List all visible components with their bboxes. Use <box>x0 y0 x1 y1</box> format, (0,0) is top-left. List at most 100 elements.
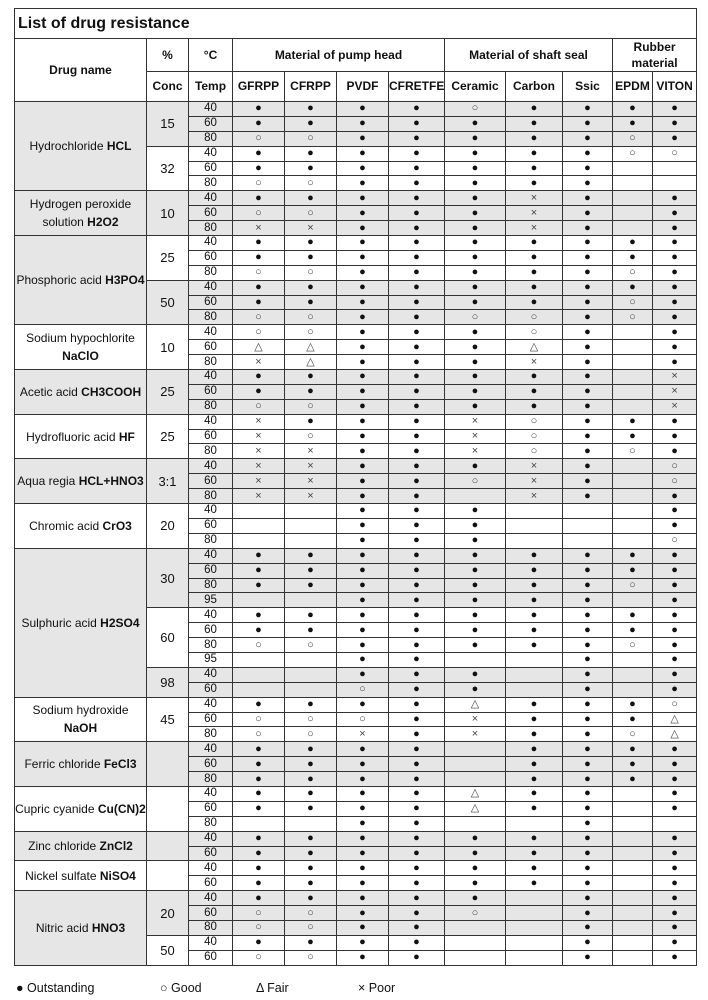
rating-pvdf: ● <box>336 383 389 400</box>
legend-symbol: × <box>358 981 366 995</box>
rating-carbon <box>505 905 563 921</box>
rating-carbon: ● <box>505 622 563 639</box>
rating-carbon: ○ <box>505 309 563 326</box>
rating-carbon: ● <box>505 398 563 415</box>
rating-viton: ● <box>651 101 698 117</box>
rating-viton: ● <box>651 651 698 668</box>
rating-cfretfe: ● <box>388 205 445 222</box>
table-row: Acetic acid CH3COOH 25 40 ● ● ● ● ● ● ● × <box>14 369 698 415</box>
rating-cfrpp: ● <box>284 696 337 713</box>
rating-cfrpp: ● <box>284 785 337 802</box>
rating-ssic: ● <box>562 622 613 639</box>
rating-viton: ● <box>651 488 698 505</box>
rating-viton: ● <box>651 756 698 773</box>
rating-carbon: ● <box>505 130 563 147</box>
rating-viton: ● <box>651 860 698 877</box>
rating-carbon: ● <box>505 845 563 862</box>
rating-pvdf: ● <box>336 875 389 892</box>
rating-cfretfe: ● <box>388 905 445 921</box>
legend-label: Outstanding <box>27 981 95 995</box>
rating-cfretfe: ● <box>388 711 445 728</box>
rating-ssic: ● <box>562 637 613 653</box>
rating-ssic: ● <box>562 860 613 877</box>
header-gfrpp: GFRPP <box>232 71 285 102</box>
rating-gfrpp <box>232 666 285 683</box>
table-row: Phosphoric acid H3PO4 25 40 ● ● ● ● ● ● ● ● ● <box>14 235 698 326</box>
drug-name: Zinc chloride <box>28 839 100 854</box>
rating-epdm: ● <box>612 101 653 117</box>
rating-cfrpp: ● <box>284 860 337 877</box>
rating-gfrpp <box>232 503 285 519</box>
rating-carbon: ● <box>505 294 563 311</box>
temp-cell: 60 <box>188 249 233 266</box>
table-row: 60 × ○ ● ● × ○ ● ● ● <box>15 428 698 445</box>
rating-cfrpp: ● <box>284 383 337 400</box>
table-row: 80 ● ● ● ● ● ● ● ● <box>14 771 698 787</box>
rating-ssic: ● <box>562 547 613 564</box>
temp-cell: 80 <box>188 398 233 415</box>
rating-gfrpp: ● <box>232 696 285 713</box>
rating-ssic: ● <box>562 756 613 773</box>
table-row: 80 × △ ● ● ● × ● ● <box>15 354 698 371</box>
rating-epdm <box>612 517 653 534</box>
rating-ceramic: ● <box>444 622 506 639</box>
rating-carbon: ● <box>505 637 563 653</box>
rating-cfretfe: ● <box>388 726 445 743</box>
drug-name: Hydrochloride <box>29 139 107 154</box>
temp-cell: 40 <box>188 145 233 162</box>
rating-epdm <box>612 354 653 371</box>
drug-name-cell: Phosphoric acid H3PO4 <box>14 235 147 326</box>
table-row: Sulphuric acid H2SO4 30 40 ● ● ● ● ● ● ● ● ● <box>14 547 698 698</box>
rating-ceramic: ● <box>444 294 506 311</box>
rating-viton: ● <box>651 235 698 251</box>
temp-cell: 60 <box>188 473 233 490</box>
rating-ssic <box>562 532 613 549</box>
rating-ceramic: ● <box>444 845 506 862</box>
rating-ceramic: △ <box>444 800 506 817</box>
table-row: 60 ● ● ● ● ● ● ● ● ● <box>15 249 698 266</box>
rating-cfretfe: ● <box>388 458 445 475</box>
rating-cfrpp: ● <box>284 741 337 758</box>
rating-carbon: ● <box>505 785 563 802</box>
rating-viton <box>651 175 698 192</box>
rating-ssic: ● <box>562 726 613 743</box>
rating-viton: ● <box>651 577 698 594</box>
rating-epdm <box>612 905 653 921</box>
rating-gfrpp: × <box>232 413 285 430</box>
rating-pvdf: ● <box>336 398 389 415</box>
rating-ssic: ● <box>562 607 613 624</box>
rating-gfrpp <box>232 592 285 609</box>
rating-epdm <box>612 592 653 609</box>
header-shaft-seal: Material of shaft seal <box>444 38 613 72</box>
rating-ceramic <box>444 756 506 773</box>
header-epdm: EPDM <box>612 71 653 102</box>
rating-cfretfe: ● <box>388 860 445 877</box>
temp-cell: 40 <box>188 860 233 877</box>
conc-cell: 3:1 <box>146 458 189 505</box>
rating-ceramic: ● <box>444 249 506 266</box>
temp-cell: 60 <box>188 800 233 817</box>
rating-gfrpp: ● <box>232 890 285 907</box>
temp-cell: 80 <box>188 815 233 832</box>
rating-viton: × <box>651 383 698 400</box>
rating-cfretfe: ● <box>388 383 445 400</box>
rating-epdm <box>612 339 653 356</box>
rating-pvdf: ● <box>336 919 389 936</box>
drug-name-cell: Sodium hydroxide NaOH <box>14 696 147 743</box>
rating-cfrpp <box>284 651 337 668</box>
rating-pvdf: ● <box>336 249 389 266</box>
rating-carbon: × <box>505 205 563 222</box>
rating-ceramic: ● <box>444 503 506 519</box>
rating-viton: ● <box>651 845 698 862</box>
rating-gfrpp: ○ <box>232 309 285 326</box>
rating-carbon: ● <box>505 264 563 281</box>
temp-cell: 40 <box>188 413 233 430</box>
rating-ssic: ● <box>562 190 613 207</box>
rating-gfrpp: ○ <box>232 905 285 921</box>
drug-name-cell: Acetic acid CH3COOH <box>14 369 147 415</box>
temp-cell: 60 <box>188 517 233 534</box>
temp-cell: 60 <box>188 905 233 921</box>
header-drug-name: Drug name <box>14 38 147 102</box>
rating-viton: ● <box>651 562 698 579</box>
rating-viton: ● <box>651 279 698 296</box>
